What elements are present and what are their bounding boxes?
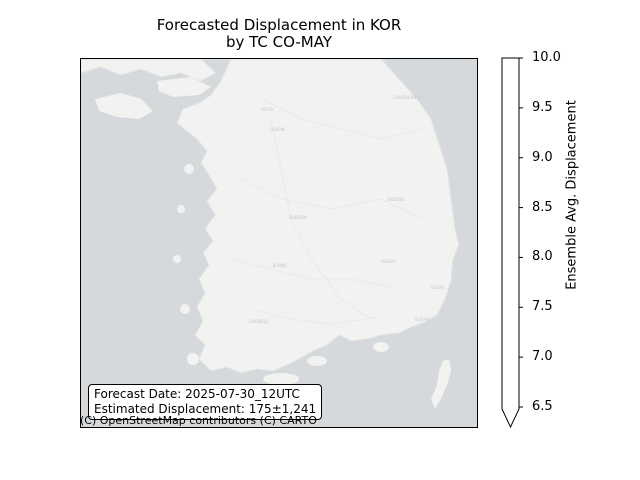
colorbar-label: Ensemble Avg. Displacement: [564, 100, 580, 290]
svg-text:GANGNEUNG: GANGNEUNG: [393, 95, 419, 100]
svg-text:DAEGU: DAEGU: [381, 259, 395, 264]
island-south-3: [373, 342, 389, 352]
svg-text:BUSAN: BUSAN: [415, 317, 429, 322]
title-line-2: by TC CO-MAY: [225, 33, 332, 51]
island-south-2: [307, 356, 327, 366]
land-peninsula: [176, 59, 460, 374]
colorbar-tick-label: 9.0: [532, 149, 553, 165]
svg-text:ULSAN: ULSAN: [431, 285, 445, 290]
colorbar-tick-label: 8.5: [532, 199, 553, 215]
island-west-3: [173, 255, 181, 263]
colorbar-tick-label: 10.0: [532, 50, 561, 65]
chart-title: Forecasted Displacement in KOR by TC CO-…: [80, 17, 478, 51]
island-tsushima: [431, 359, 451, 409]
island-southwest-1: [187, 353, 199, 365]
colorbar-body: [501, 57, 520, 429]
colorbar: [501, 57, 523, 429]
svg-text:DAEJEON: DAEJEON: [289, 215, 307, 220]
island-west-2: [177, 205, 185, 213]
svg-text:ANDONG: ANDONG: [387, 197, 405, 202]
colorbar-tick-label: 6.5: [532, 399, 553, 414]
svg-text:GWANGJU: GWANGJU: [249, 319, 269, 324]
svg-text:SEOUL: SEOUL: [261, 107, 275, 112]
forecast-info-box: Forecast Date: 2025-07-30_12UTC Estimate…: [88, 384, 323, 420]
island-west-4: [180, 304, 190, 314]
colorbar-tick-label: 9.5: [532, 99, 553, 115]
colorbar-tick-label: 7.5: [532, 299, 553, 315]
title-line-1: Forecasted Displacement in KOR: [156, 16, 402, 34]
svg-text:JEONJU: JEONJU: [272, 263, 287, 268]
estimated-displacement-text: Estimated Displacement: 175±1,241: [94, 402, 317, 416]
colorbar-ticks: [519, 57, 523, 408]
svg-text:SUWON: SUWON: [269, 127, 285, 132]
map-attribution: (C) OpenStreetMap contributors (C) CARTO: [80, 414, 317, 427]
colorbar-tick-label: 8.0: [532, 249, 553, 265]
road-network: [230, 98, 422, 325]
island-south-1: [263, 373, 299, 385]
island-west-1: [184, 164, 194, 174]
basemap: SEOUL SUWON DAEJEON ANDONG DAEGU ULSAN B…: [81, 59, 460, 409]
map-panel[interactable]: SEOUL SUWON DAEJEON ANDONG DAEGU ULSAN B…: [80, 58, 478, 428]
forecast-date-text: Forecast Date: 2025-07-30_12UTC: [94, 387, 300, 401]
land-northwest-islands: [95, 77, 211, 119]
colorbar-tick-label: 7.0: [532, 349, 553, 365]
city-labels: SEOUL SUWON DAEJEON ANDONG DAEGU ULSAN B…: [249, 95, 445, 324]
